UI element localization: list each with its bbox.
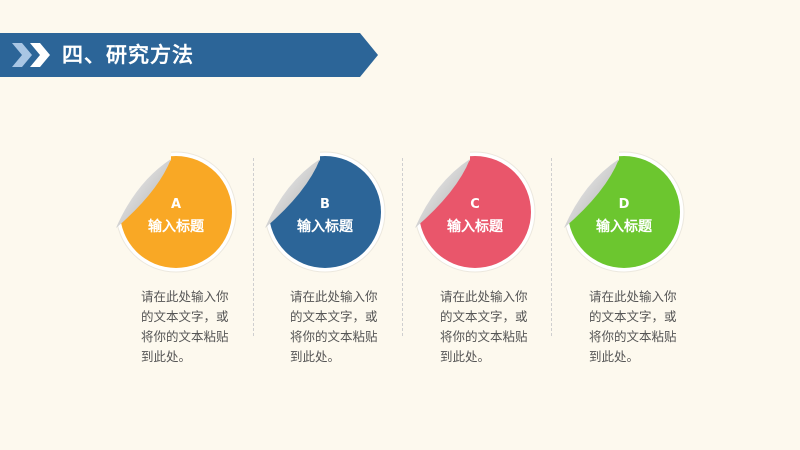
item-letter: C bbox=[470, 197, 480, 212]
item-letter: A bbox=[170, 197, 182, 212]
desc-line: 到此处。 bbox=[141, 349, 192, 364]
item-description: 请在此处输入你 的文本文字，或 将你的文本粘贴 到此处。 bbox=[290, 287, 390, 367]
page-curl bbox=[265, 159, 320, 228]
item-description: 请在此处输入你 的文本文字，或 将你的文本粘贴 到此处。 bbox=[440, 287, 540, 367]
sticker-circle bbox=[260, 150, 386, 273]
desc-line: 请在此处输入你 bbox=[589, 289, 677, 304]
item-title: 输入标题 bbox=[447, 219, 503, 235]
sticker-circle bbox=[410, 150, 536, 273]
desc-line: 到此处。 bbox=[589, 349, 640, 364]
item-title: 输入标题 bbox=[148, 219, 204, 235]
page-curl bbox=[116, 159, 171, 228]
item-letter: D bbox=[618, 197, 630, 212]
double-chevron-right-icon bbox=[12, 43, 50, 67]
desc-line: 的文本文字，或 bbox=[290, 309, 378, 324]
page-title: 四、研究方法 bbox=[62, 43, 194, 67]
divider bbox=[253, 158, 254, 336]
desc-line: 请在此处输入你 bbox=[290, 289, 378, 304]
page-curl bbox=[564, 159, 619, 228]
sticker-circle bbox=[559, 150, 685, 273]
desc-line: 请在此处输入你 bbox=[141, 289, 229, 304]
item-description: 请在此处输入你 的文本文字，或 将你的文本粘贴 到此处。 bbox=[141, 287, 241, 367]
item-d: D 输入标题 请在此处输入你 的文本文字，或 将你的文本粘贴 到此处。 bbox=[559, 150, 709, 390]
desc-line: 的文本文字，或 bbox=[141, 309, 229, 324]
page-curl bbox=[415, 159, 470, 228]
item-title: 输入标题 bbox=[596, 219, 652, 235]
desc-line: 的文本文字，或 bbox=[440, 309, 528, 324]
item-title: 输入标题 bbox=[297, 219, 353, 235]
desc-line: 将你的文本粘贴 bbox=[141, 329, 229, 344]
desc-line: 到此处。 bbox=[290, 349, 341, 364]
desc-line: 将你的文本粘贴 bbox=[440, 329, 528, 344]
item-c: C 输入标题 请在此处输入你 的文本文字，或 将你的文本粘贴 到此处。 bbox=[410, 150, 560, 390]
desc-line: 到此处。 bbox=[440, 349, 491, 364]
desc-line: 将你的文本粘贴 bbox=[290, 329, 378, 344]
sticker-circle bbox=[111, 150, 237, 273]
item-a: A 输入标题 请在此处输入你 的文本文字，或 将你的文本粘贴 到此处。 bbox=[111, 150, 261, 390]
item-b: B 输入标题 请在此处输入你 的文本文字，或 将你的文本粘贴 到此处。 bbox=[260, 150, 410, 390]
desc-line: 将你的文本粘贴 bbox=[589, 329, 677, 344]
divider bbox=[551, 158, 552, 336]
desc-line: 的文本文字，或 bbox=[589, 309, 677, 324]
divider bbox=[402, 158, 403, 336]
item-letter: B bbox=[320, 197, 330, 212]
section-banner bbox=[0, 33, 378, 77]
desc-line: 请在此处输入你 bbox=[440, 289, 528, 304]
item-description: 请在此处输入你 的文本文字，或 将你的文本粘贴 到此处。 bbox=[589, 287, 689, 367]
